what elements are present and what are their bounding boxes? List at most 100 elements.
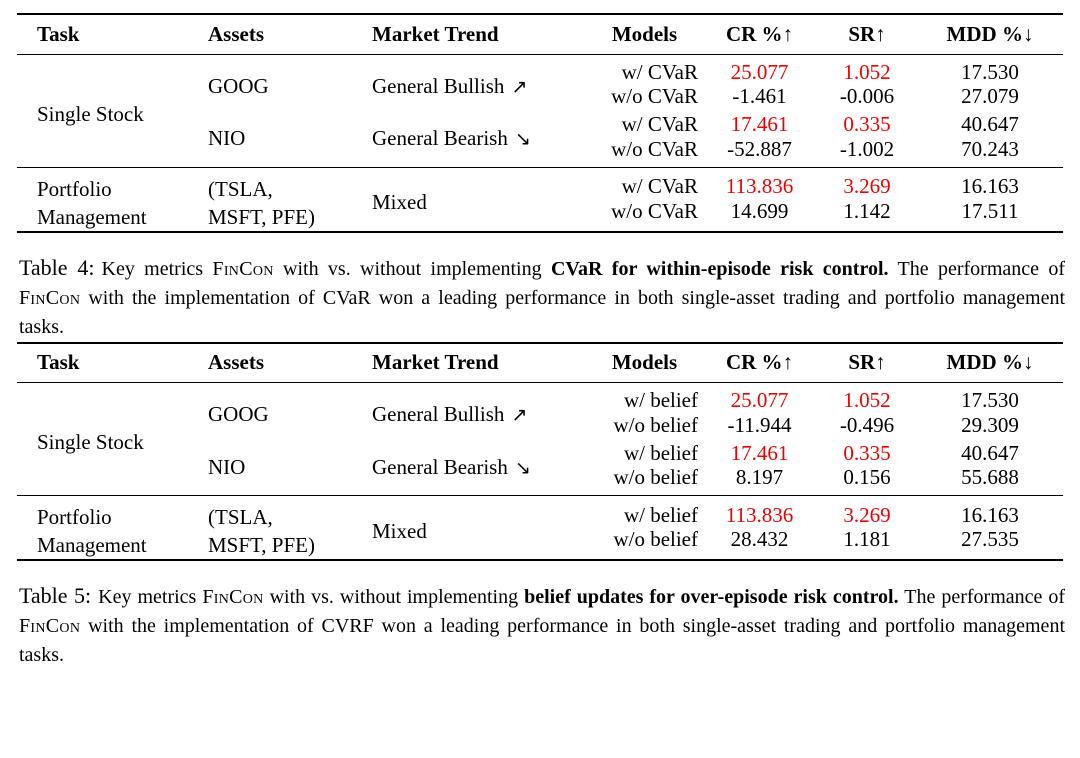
table-row: w/o CVaR -52.887 -1.002 70.243 — [17, 136, 1063, 168]
asset-cell: GOOG — [208, 73, 269, 98]
cr-value: 25.077 — [730, 59, 789, 84]
sr-value: 3.269 — [843, 174, 891, 199]
trend-cell: General Bullish ↗ — [362, 54, 587, 111]
cr-value: 113.836 — [725, 502, 794, 527]
caption-label: Table 5: — [19, 583, 92, 608]
mdd-value: 27.079 — [961, 84, 1019, 108]
model-cell: w/ belief — [623, 388, 698, 412]
task-line: Portfolio — [37, 176, 112, 201]
column-header-sr: SR↑ — [848, 350, 886, 375]
sr-value: 1.142 — [843, 198, 891, 223]
column-header-cr: CR %↑ — [725, 21, 794, 46]
trend-label: General Bullish — [372, 73, 505, 98]
caption-text: Key metrics — [98, 586, 203, 608]
task-cell: Single Stock — [37, 101, 144, 126]
task-line: Management — [37, 204, 147, 229]
table-5-caption: Table 5: Key metrics FinCon with vs. with… — [19, 581, 1065, 670]
cr-value: -1.461 — [732, 84, 787, 108]
table-row: w/o CVaR -1.461 -0.006 27.079 — [17, 83, 1063, 111]
column-header-mdd: MDD %↓ — [946, 350, 1034, 375]
column-header-market-trend: Market Trend — [372, 21, 499, 46]
model-cell: w/ CVaR — [621, 112, 698, 136]
asset-line: MSFT, PFE) — [208, 204, 315, 229]
cr-value: 113.836 — [725, 174, 794, 199]
header-row: Task Assets Market Trend Models CR %↑ SR… — [17, 14, 1063, 54]
asset-cell: GOOG — [208, 402, 269, 426]
model-cell: w/o CVaR — [611, 84, 698, 108]
paper-page: Task Assets Market Trend Models CR %↑ SR… — [17, 13, 1065, 670]
mdd-value: 17.530 — [961, 388, 1019, 412]
sr-value: 0.335 — [843, 440, 891, 465]
sr-value: 3.269 — [843, 502, 891, 527]
trend-label: General Bullish — [372, 402, 505, 426]
cr-value: -52.887 — [727, 136, 792, 161]
asset-line: MSFT, PFE) — [208, 533, 315, 557]
cr-value: 25.077 — [730, 388, 789, 412]
model-cell: w/o belief — [613, 465, 698, 489]
task-line: Management — [37, 533, 147, 557]
trend-cell: Mixed — [372, 190, 427, 214]
fincon-name: FinCon — [19, 615, 81, 637]
trend-cell: General Bearish ↘ — [362, 111, 587, 168]
table-row: Portfolio Management (TSLA, MSFT, PFE) M… — [17, 167, 1063, 229]
asset-line: (TSLA, — [208, 505, 273, 529]
caption-bold-text: belief updates for over-episode risk con… — [524, 586, 899, 608]
sr-value: 0.335 — [843, 112, 891, 136]
asset-cell: NIO — [208, 126, 246, 150]
asset-cell: (TSLA, MSFT, PFE) — [197, 167, 362, 232]
bullish-arrow-icon: ↗ — [511, 75, 528, 98]
mdd-value: 70.243 — [961, 136, 1019, 161]
model-cell: w/ belief — [623, 502, 698, 527]
caption-text: with the implementation of CVaR won a le… — [19, 286, 1065, 338]
table-row: w/o belief 8.197 0.156 55.688 — [17, 467, 1063, 496]
cr-value: 28.432 — [730, 527, 789, 552]
table-row: NIO General Bearish ↘ w/ belief 17.461 0.… — [17, 439, 1063, 477]
model-cell: w/o CVaR — [611, 136, 698, 161]
fincon-name: FinCon — [202, 586, 264, 608]
model-cell: w/ CVaR — [621, 174, 698, 199]
caption-text: Key metrics — [101, 257, 213, 280]
sr-value: 0.156 — [843, 465, 891, 489]
fincon-name: FinCon — [212, 257, 274, 280]
asset-line: (TSLA, — [208, 176, 273, 201]
model-cell: w/ CVaR — [621, 59, 698, 84]
sr-value: 1.052 — [843, 388, 891, 412]
mdd-value: 40.647 — [961, 440, 1019, 465]
mdd-value: 16.163 — [961, 502, 1019, 527]
caption-text: with the implementation of CVRF won a le… — [19, 615, 1065, 666]
model-cell: w/o CVaR — [611, 198, 698, 223]
mdd-value: 55.688 — [961, 465, 1019, 489]
bullish-arrow-icon: ↗ — [511, 404, 528, 426]
sr-value: -0.496 — [839, 412, 895, 437]
metrics-table-belief: Task Assets Market Trend Models CR %↑ SR… — [17, 341, 1063, 561]
caption-text: with vs. without implementing — [273, 257, 551, 280]
sr-value: 1.052 — [843, 59, 891, 84]
fincon-name: FinCon — [19, 286, 81, 309]
table-row: Portfolio Management (TSLA, MSFT, PFE) M… — [17, 495, 1063, 557]
model-cell: w/o belief — [613, 527, 698, 552]
trend-cell: General Bullish ↗ — [362, 383, 587, 440]
sr-value: 1.181 — [843, 527, 891, 552]
mdd-value: 16.163 — [961, 174, 1019, 199]
metrics-table-cvar: Task Assets Market Trend Models CR %↑ SR… — [17, 13, 1063, 233]
asset-cell: NIO — [208, 454, 246, 479]
mdd-value: 40.647 — [961, 112, 1019, 136]
column-header-task: Task — [37, 350, 80, 375]
column-header-models: Models — [611, 21, 678, 46]
model-cell: w/ belief — [623, 440, 698, 465]
mdd-value: 27.535 — [961, 527, 1019, 552]
mdd-value: 17.511 — [961, 198, 1019, 223]
task-cell: Portfolio Management — [17, 496, 197, 561]
caption-text: The performance of — [888, 257, 1066, 280]
trend-label: General Bearish — [372, 454, 508, 479]
table-row: Single Stock GOOG General Bullish ↗ w/ CV… — [17, 54, 1063, 124]
table-4-caption: Table 4: Key metrics FinCon with vs. with… — [19, 253, 1065, 342]
table-row: w/o belief 28.432 1.181 27.535 — [17, 527, 1063, 560]
trend-cell: Mixed — [372, 518, 427, 543]
column-header-sr: SR↑ — [848, 21, 886, 46]
cr-value: -11.944 — [727, 412, 792, 437]
table-row: Single Stock GOOG General Bullish ↗ w/ be… — [17, 383, 1063, 453]
header-row: Task Assets Market Trend Models CR %↑ SR… — [17, 343, 1063, 383]
table-row: NIO General Bearish ↘ w/ CVaR 17.461 0.33… — [17, 111, 1063, 149]
mdd-value: 17.530 — [961, 59, 1019, 84]
